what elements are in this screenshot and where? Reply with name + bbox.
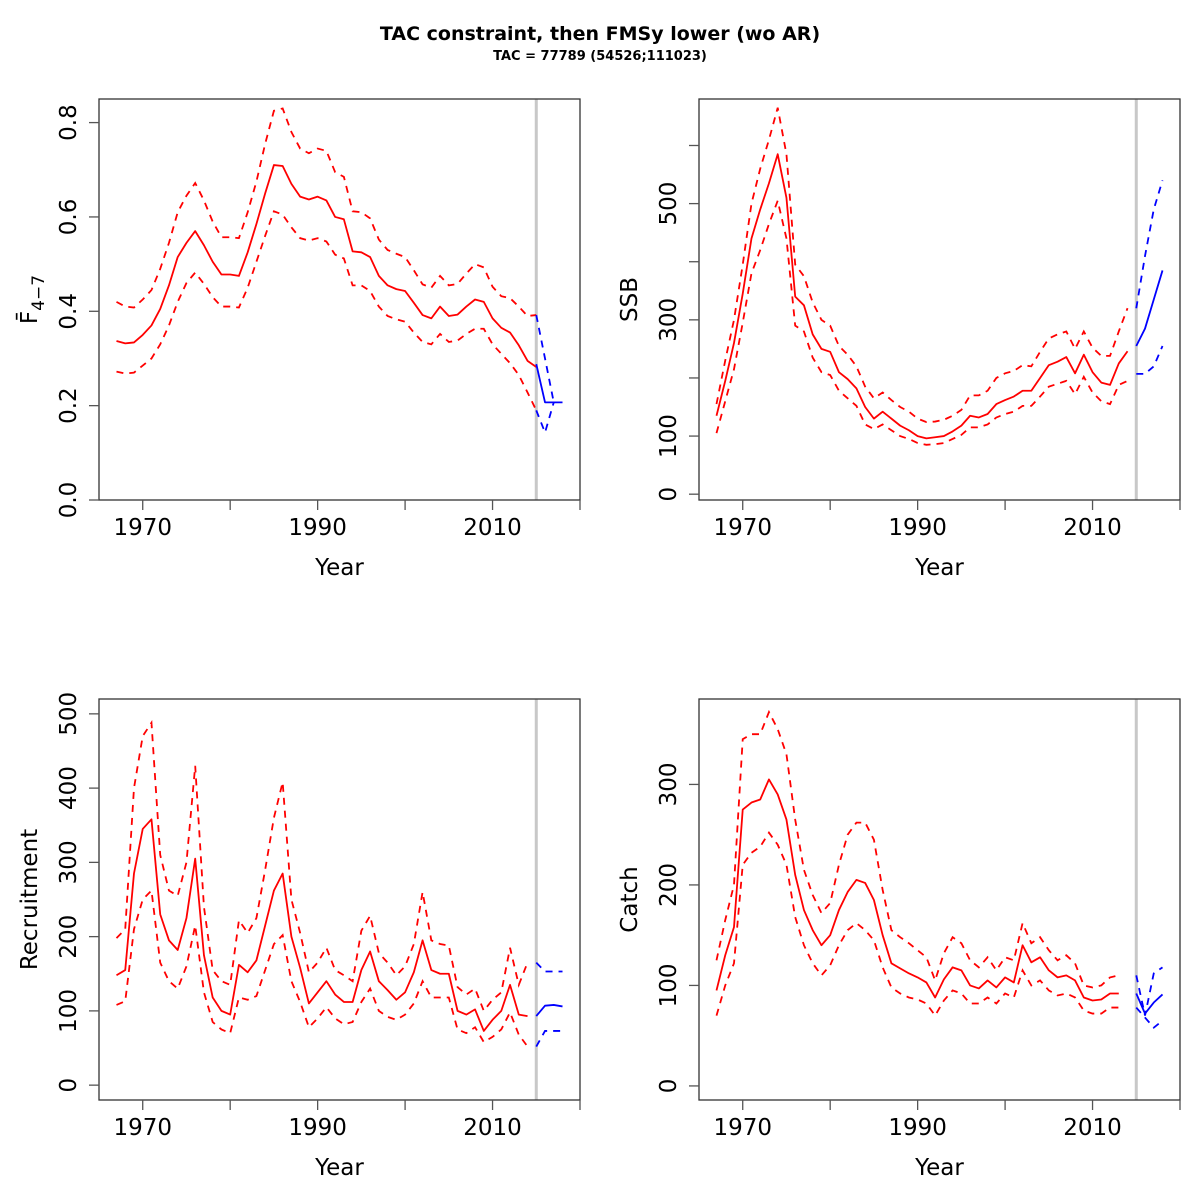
panels: 1970 1990 20100.00.20.40.60.8YearF̄4−71970… [15, 98, 1181, 1181]
y-axis-label-subscript: 4−7 [29, 275, 49, 311]
y-tick-label: 300 [56, 840, 82, 884]
y-tick-label: 400 [56, 766, 82, 810]
x-tick-label: 1970 [113, 515, 172, 541]
plot-frame [98, 698, 581, 1101]
y-tick-label: 100 [56, 989, 82, 1033]
projection-lower-ci-line [535, 1030, 563, 1047]
x-tick-label: 1990 [288, 515, 347, 541]
x-tick-label: 2010 [463, 515, 522, 541]
y-tick-label: 0.4 [56, 293, 82, 330]
y-axis-label: Recruitment [17, 829, 43, 970]
historical-mean-line [116, 164, 537, 368]
figure-subtitle: TAC = 77789 (54526;111023) [493, 49, 707, 64]
x-tick-label: 1990 [888, 1115, 947, 1141]
y-tick-label: 500 [656, 182, 682, 226]
projection-mean-line [535, 363, 563, 404]
historical-lower-ci-line [715, 831, 1119, 1018]
y-tick-label: 200 [656, 863, 682, 907]
projection-upper-ci-line [535, 314, 555, 403]
projection-lower-ci-line [535, 402, 555, 436]
x-tick-label: 1990 [288, 1115, 347, 1141]
y-tick-label: 0 [656, 487, 682, 502]
historical-upper-ci-line [715, 709, 1119, 989]
historical-mean-line [715, 153, 1129, 440]
y-tick-label: 200 [56, 915, 82, 959]
plot-frame [698, 98, 1181, 501]
y-tick-label: 0.6 [56, 199, 82, 236]
x-tick-label: 1970 [713, 515, 772, 541]
panel-top-right: 1970 1990 2010 0 100 300 500 Year SSB [617, 98, 1181, 581]
y-tick-label: 300 [656, 762, 682, 806]
projection-upper-ci-line [1135, 180, 1164, 309]
y-axis-label: SSB [617, 277, 643, 322]
projection-upper-ci-line [535, 961, 563, 973]
panel-bottom-left: 1970 1990 2010 0 100 200 300 400 500 Year Recruitm… [17, 692, 581, 1181]
y-tick-label: 500 [56, 692, 82, 736]
x-tick-label: 2010 [463, 1115, 522, 1141]
historical-lower-ci-line [116, 888, 529, 1048]
historical-upper-ci-line [116, 107, 537, 317]
y-tick-label: 300 [656, 298, 682, 342]
y-tick-label: 0.0 [56, 482, 82, 519]
x-axis-label: Year [914, 555, 964, 581]
historical-upper-ci-line [115, 720, 529, 1013]
projection-mean-line [535, 1004, 563, 1017]
panel-top-left: 1970 1990 2010 0.0 0.2 0.4 0.6 0.8 Year F̄4−7 [15, 98, 581, 581]
plot-frame [98, 98, 581, 501]
historical-lower-ci-line [715, 197, 1128, 446]
projection-mean-line [1135, 993, 1164, 1015]
historical-mean-line [116, 818, 528, 1032]
panel-bottom-right: 1970 1990 2010 0 100 200 300 Year Catch [617, 698, 1181, 1181]
y-tick-label: 100 [656, 963, 682, 1007]
y-axis-label-main: F̄ [15, 311, 43, 324]
y-tick-label: 100 [656, 414, 682, 458]
y-tick-label: 0.2 [56, 387, 82, 424]
projection-lower-ci-line [1135, 1006, 1164, 1029]
y-tick-label: 0 [656, 1079, 682, 1094]
y-axis-label: Catch [617, 866, 643, 932]
x-axis-label: Year [314, 1155, 364, 1181]
x-tick-label: 2010 [1063, 515, 1122, 541]
x-tick-label: 1970 [713, 1115, 772, 1141]
x-tick-label: 1990 [888, 515, 947, 541]
projection-lower-ci-line [1136, 345, 1164, 375]
figure-title: TAC constraint, then FMSy lower (wo AR) [380, 23, 820, 45]
x-tick-label: 2010 [1063, 1115, 1122, 1141]
y-axis-label: F̄4−7 [15, 275, 49, 324]
plot-frame [698, 698, 1181, 1101]
historical-lower-ci-line [116, 210, 538, 411]
x-axis-label: Year [914, 1155, 964, 1181]
historical-upper-ci-line [715, 107, 1129, 424]
historical-mean-line [715, 778, 1119, 1002]
x-axis-label: Year [314, 555, 364, 581]
x-tick-label: 1970 [113, 1115, 172, 1141]
projection-mean-line [1135, 270, 1164, 347]
y-tick-label: 0.8 [56, 104, 82, 141]
y-tick-label: 0 [56, 1078, 82, 1093]
